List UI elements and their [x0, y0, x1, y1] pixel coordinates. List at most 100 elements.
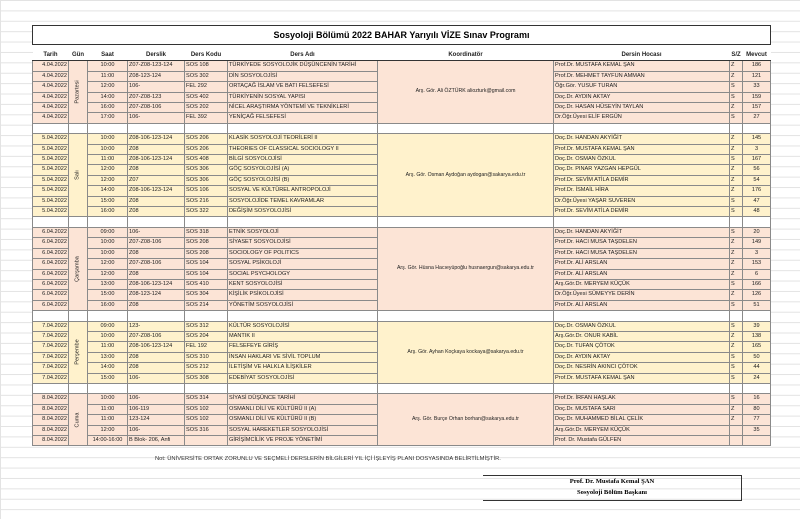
- date-cell: 4.04.2022: [32, 60, 69, 72]
- day-label: Salı: [74, 170, 81, 181]
- sz-cell: S: [729, 195, 743, 208]
- time-cell: 14:00: [87, 362, 128, 374]
- course-code-cell: SOS 204: [184, 330, 228, 343]
- teacher-cell: Doç.Dr. OSMAN ÖZKUL: [553, 320, 730, 332]
- coordinator-cell: Arş. Gör. Ali ÖZTÜRK aliozturk@gmail.com: [377, 60, 554, 124]
- empty-cell: [553, 216, 730, 228]
- count-cell: 176: [742, 185, 771, 197]
- header-ders-adi: Ders Adı: [227, 51, 378, 62]
- date-cell: 7.04.2022: [32, 341, 69, 353]
- course-code-cell: SOS 216: [184, 195, 228, 208]
- header-row: Tarih Gün Saat Derslik Ders Kodu Ders Adı Koor…: [32, 51, 771, 62]
- course-name-cell: KİŞİLİK PSİKOLOJİSİ: [227, 289, 378, 301]
- time-cell: 09:00: [87, 226, 128, 239]
- teacher-cell: Arş.Gör.Dr. MERYEM KÜÇÜK: [553, 278, 730, 291]
- course-name-cell: MANTIK II: [227, 330, 378, 343]
- teacher-cell: Prof.Dr. İRFAN HAŞLAK: [553, 393, 730, 405]
- course-code-cell: SOS 302: [184, 70, 228, 83]
- empty-cell: [742, 122, 771, 135]
- count-cell: 157: [742, 102, 771, 114]
- course-code-cell: SOS 104: [184, 268, 228, 280]
- empty-cell: [87, 310, 128, 322]
- teacher-cell: Doç.Dr. AYDIN AKTAY: [553, 351, 730, 364]
- course-name-cell: DİN SOSYOLOJİSİ: [227, 70, 378, 83]
- empty-cell: [377, 382, 554, 395]
- empty-cell: [87, 122, 128, 135]
- teacher-cell: Prof.Dr. HACI MUSA TAŞDELEN: [553, 247, 730, 260]
- empty-cell: [184, 216, 228, 228]
- course-name-cell: EDEBİYAT SOSYOLOJİSİ: [227, 372, 378, 384]
- coordinator-cell: Arş. Gör. Hüsna Hacıeyüpoğlu husnaergun@…: [377, 226, 554, 312]
- teacher-cell: Doç.Dr. PINAR YAZGAN HEPGÜL: [553, 164, 730, 176]
- course-code-cell: SOS 402: [184, 91, 228, 104]
- count-cell: 167: [742, 154, 771, 166]
- course-code-cell: SOS 308: [184, 372, 228, 384]
- teacher-cell: Prof. Dr. Mustafa GÜLFEN: [553, 434, 730, 447]
- room-cell: 106-: [127, 372, 185, 384]
- time-cell: 17:00: [87, 112, 128, 124]
- date-cell: 5.04.2022: [32, 143, 69, 156]
- footnote: Not: ÜNİVERSİTE ORTAK ZORUNLU VE SEÇMELİ…: [155, 456, 501, 462]
- count-cell: 56: [742, 164, 771, 176]
- course-name-cell: KENT SOSYOLOJİSİ: [227, 278, 378, 291]
- count-cell: 27: [742, 112, 771, 124]
- teacher-cell: Prof.Dr. İSMAİL HİRA: [553, 185, 730, 197]
- room-cell: 123-: [127, 320, 185, 332]
- room-cell: Z08: [127, 362, 185, 374]
- time-cell: 12:00: [87, 258, 128, 270]
- count-cell: 44: [742, 362, 771, 374]
- signature-box: Prof. Dr. Mustafa Kemal ŞAN Sosyoloji Bö…: [483, 475, 742, 501]
- date-cell: 6.04.2022: [32, 268, 69, 280]
- course-code-cell: SOS 106: [184, 185, 228, 197]
- day-cell: Cuma: [68, 393, 88, 447]
- room-cell: Z07: [127, 174, 185, 187]
- sz-cell: Z: [729, 403, 743, 416]
- exam-schedule-table: Tarih Gün Saat Derslik Ders Kodu Ders Adı Koor…: [32, 51, 771, 447]
- sz-cell: Z: [729, 60, 743, 72]
- course-name-cell: THEORIES OF CLASSICAL SOCIOLOGY II: [227, 143, 378, 156]
- empty-cell: [553, 310, 730, 322]
- day-label: Pazartesi: [74, 80, 81, 104]
- time-cell: 09:00: [87, 320, 128, 332]
- empty-cell: [553, 382, 730, 395]
- time-cell: 11:00: [87, 414, 128, 426]
- room-cell: Z08-106-123-124: [127, 154, 185, 166]
- room-cell: Z07-Z08-106: [127, 237, 185, 249]
- time-cell: 10:00: [87, 330, 128, 343]
- sz-cell: S: [729, 91, 743, 104]
- sz-cell: S: [729, 278, 743, 291]
- empty-cell: [742, 216, 771, 228]
- empty-cell: [227, 216, 378, 228]
- sz-cell: S: [729, 81, 743, 93]
- time-cell: 15:00: [87, 289, 128, 301]
- count-cell: 80: [742, 403, 771, 416]
- time-cell: 16:00: [87, 102, 128, 114]
- course-code-cell: SOS 208: [184, 237, 228, 249]
- room-cell: Z08: [127, 164, 185, 176]
- count-cell: 153: [742, 258, 771, 270]
- course-code-cell: SOS 304: [184, 289, 228, 301]
- room-cell: 106-: [127, 424, 185, 436]
- course-code-cell: SOS 408: [184, 154, 228, 166]
- course-name-cell: SOCIAL PSYCHOLOGY: [227, 268, 378, 280]
- course-name-cell: TÜRKİYEDE SOSYOLOJİK DÜŞÜNCENİN TARİHİ: [227, 60, 378, 72]
- date-cell: 5.04.2022: [32, 164, 69, 176]
- course-name-cell: SİYASİ DÜŞÜNCE TARİHİ: [227, 393, 378, 405]
- empty-cell: [32, 122, 69, 135]
- time-cell: 14:00-16:00: [87, 434, 128, 447]
- day-label: Perşembe: [74, 339, 81, 365]
- room-cell: Z08-106-123-124: [127, 278, 185, 291]
- time-cell: 12:00: [87, 424, 128, 436]
- course-name-cell: SOSYOLOJİDE TEMEL KAVRAMLAR: [227, 195, 378, 208]
- course-code-cell: [184, 434, 228, 447]
- course-code-cell: SOS 206: [184, 143, 228, 156]
- sz-cell: Z: [729, 258, 743, 270]
- sz-cell: Z: [729, 185, 743, 197]
- empty-cell: [127, 382, 185, 395]
- coordinator-cell: Arş. Gör. Burçe Orhan borhan@sakarya.edu…: [377, 393, 554, 447]
- teacher-cell: Doç.Dr. MUHAMMED BİLAL ÇELİK: [553, 414, 730, 426]
- date-cell: 7.04.2022: [32, 320, 69, 332]
- course-name-cell: GİRİŞİMCİLİK VE PROJE YÖNETİMİ: [227, 434, 378, 447]
- course-name-cell: FELSEFEYE GİRİŞ: [227, 341, 378, 353]
- day-label: Çarşamba: [74, 256, 81, 282]
